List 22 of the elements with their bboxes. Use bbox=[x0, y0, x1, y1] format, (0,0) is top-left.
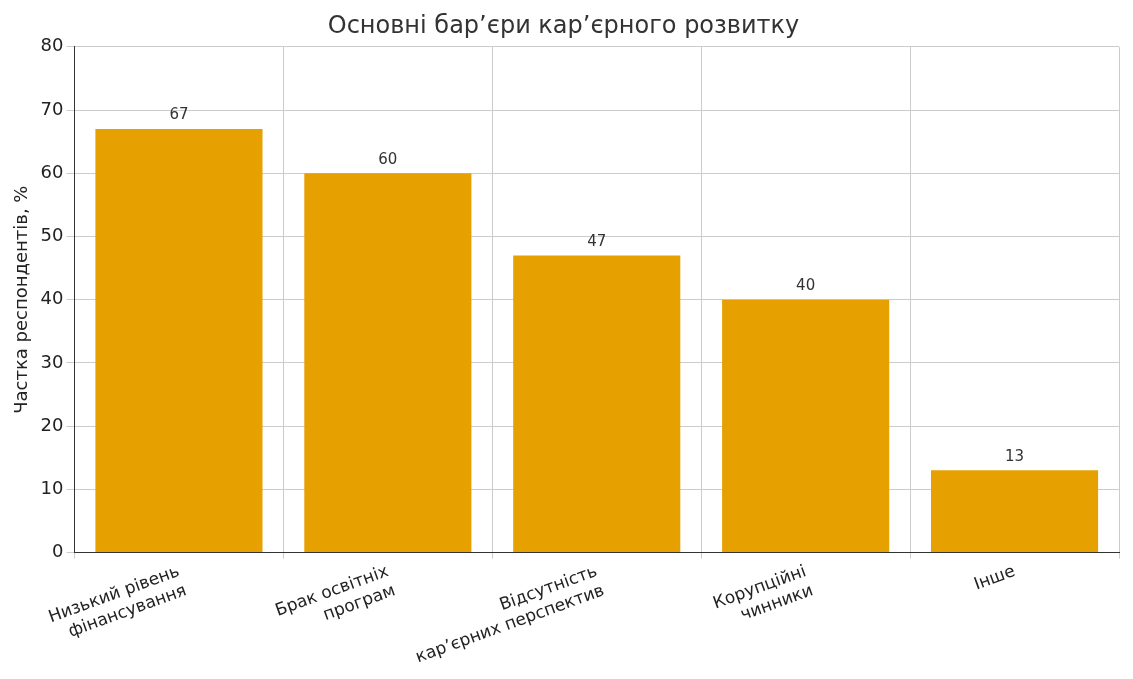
y-tick-label: 80 bbox=[40, 34, 64, 56]
y-tick-label: 30 bbox=[40, 350, 64, 372]
bar bbox=[722, 299, 890, 553]
data-label: 60 bbox=[378, 149, 398, 168]
bar bbox=[513, 255, 681, 553]
y-tick-label: 60 bbox=[40, 160, 64, 182]
data-label: 40 bbox=[796, 276, 816, 295]
data-label: 13 bbox=[1005, 446, 1025, 465]
y-axis-title: Частка респондентів, % bbox=[10, 185, 32, 414]
bar bbox=[930, 470, 1099, 553]
y-tick-label: 50 bbox=[40, 224, 64, 246]
bar bbox=[95, 128, 263, 553]
y-tick-label: 10 bbox=[40, 477, 64, 498]
data-label: 67 bbox=[169, 105, 189, 124]
bar bbox=[304, 173, 472, 553]
chart-title: Основні бар’єри кар’єрного розвитку bbox=[327, 10, 800, 39]
y-tick-label: 0 bbox=[52, 540, 64, 562]
y-tick-label: 70 bbox=[40, 97, 64, 119]
x-tick-label: Інше bbox=[970, 560, 1018, 594]
data-label: 47 bbox=[587, 231, 607, 250]
y-tick-label: 20 bbox=[40, 413, 64, 435]
y-tick-label: 40 bbox=[40, 287, 64, 309]
